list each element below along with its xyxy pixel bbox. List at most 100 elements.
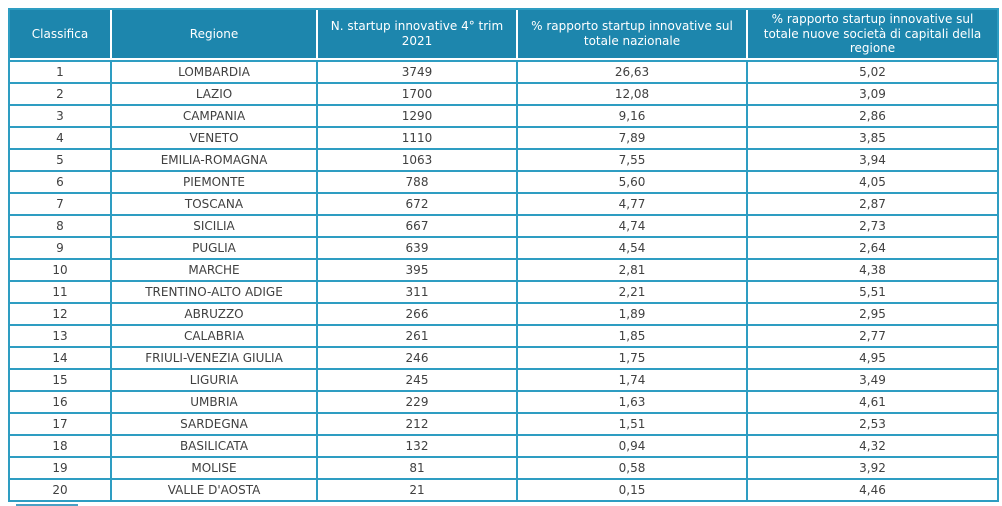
table-row: 8 SICILIA 667 4,74 2,73 bbox=[10, 213, 997, 236]
table-header-row: Classifica Regione N. startup innovative 4… bbox=[10, 10, 997, 60]
column-header-pct-regione: % rapporto startup innovative sul totale… bbox=[748, 10, 997, 60]
region-cell: BASILICATA bbox=[112, 433, 318, 456]
rank-cell: 4 bbox=[10, 125, 112, 148]
rank-cell: 14 bbox=[10, 345, 112, 368]
region-cell: TRENTINO-ALTO ADIGE bbox=[112, 279, 318, 302]
rank-cell: 3 bbox=[10, 103, 112, 126]
startup-count-cell: 311 bbox=[318, 279, 518, 302]
table-row: 2 LAZIO 1700 12,08 3,09 bbox=[10, 81, 997, 104]
pct-national-cell: 2,81 bbox=[518, 257, 748, 280]
region-cell: EMILIA-ROMAGNA bbox=[112, 147, 318, 170]
startup-count-cell: 81 bbox=[318, 455, 518, 478]
pct-region-cell: 2,86 bbox=[748, 103, 997, 126]
pct-national-cell: 1,51 bbox=[518, 411, 748, 434]
table-row: 17 SARDEGNA 212 1,51 2,53 bbox=[10, 411, 997, 434]
rank-cell: 8 bbox=[10, 213, 112, 236]
pct-region-cell: 4,61 bbox=[748, 389, 997, 412]
rank-cell: 16 bbox=[10, 389, 112, 412]
rank-cell: 19 bbox=[10, 455, 112, 478]
table-row: 12 ABRUZZO 266 1,89 2,95 bbox=[10, 301, 997, 324]
startup-count-cell: 132 bbox=[318, 433, 518, 456]
region-cell: VALLE D'AOSTA bbox=[112, 477, 318, 500]
table-row: 11 TRENTINO-ALTO ADIGE 311 2,21 5,51 bbox=[10, 279, 997, 302]
pct-region-cell: 2,95 bbox=[748, 301, 997, 324]
bottom-accent-bar bbox=[16, 503, 78, 506]
pct-region-cell: 5,02 bbox=[748, 59, 997, 82]
pct-national-cell: 2,21 bbox=[518, 279, 748, 302]
rank-cell: 2 bbox=[10, 81, 112, 104]
region-cell: MOLISE bbox=[112, 455, 318, 478]
rank-cell: 7 bbox=[10, 191, 112, 214]
startup-count-cell: 3749 bbox=[318, 59, 518, 82]
rank-cell: 11 bbox=[10, 279, 112, 302]
rank-cell: 20 bbox=[10, 477, 112, 500]
column-header-n-startup: N. startup innovative 4° trim 2021 bbox=[318, 10, 518, 60]
region-cell: SICILIA bbox=[112, 213, 318, 236]
startup-count-cell: 245 bbox=[318, 367, 518, 390]
table-row: 14 FRIULI-VENEZIA GIULIA 246 1,75 4,95 bbox=[10, 345, 997, 368]
table-row: 6 PIEMONTE 788 5,60 4,05 bbox=[10, 169, 997, 192]
rank-cell: 5 bbox=[10, 147, 112, 170]
pct-region-cell: 2,77 bbox=[748, 323, 997, 346]
pct-national-cell: 4,74 bbox=[518, 213, 748, 236]
rank-cell: 10 bbox=[10, 257, 112, 280]
column-header-classifica: Classifica bbox=[10, 10, 112, 60]
pct-national-cell: 7,55 bbox=[518, 147, 748, 170]
pct-region-cell: 2,64 bbox=[748, 235, 997, 258]
startup-count-cell: 246 bbox=[318, 345, 518, 368]
column-header-regione: Regione bbox=[112, 10, 318, 60]
column-header-pct-nazionale: % rapporto startup innovative sul totale… bbox=[518, 10, 748, 60]
region-cell: UMBRIA bbox=[112, 389, 318, 412]
table-row: 10 MARCHE 395 2,81 4,38 bbox=[10, 257, 997, 280]
pct-region-cell: 3,85 bbox=[748, 125, 997, 148]
pct-region-cell: 4,38 bbox=[748, 257, 997, 280]
startup-count-cell: 261 bbox=[318, 323, 518, 346]
startup-count-cell: 21 bbox=[318, 477, 518, 500]
rank-cell: 1 bbox=[10, 59, 112, 82]
pct-national-cell: 26,63 bbox=[518, 59, 748, 82]
startup-count-cell: 266 bbox=[318, 301, 518, 324]
startup-count-cell: 1290 bbox=[318, 103, 518, 126]
region-cell: PUGLIA bbox=[112, 235, 318, 258]
rank-cell: 12 bbox=[10, 301, 112, 324]
table-row: 15 LIGURIA 245 1,74 3,49 bbox=[10, 367, 997, 390]
rank-cell: 9 bbox=[10, 235, 112, 258]
table-row: 4 VENETO 1110 7,89 3,85 bbox=[10, 125, 997, 148]
region-cell: CAMPANIA bbox=[112, 103, 318, 126]
startup-count-cell: 1063 bbox=[318, 147, 518, 170]
rank-cell: 13 bbox=[10, 323, 112, 346]
pct-region-cell: 5,51 bbox=[748, 279, 997, 302]
pct-region-cell: 2,87 bbox=[748, 191, 997, 214]
region-cell: ABRUZZO bbox=[112, 301, 318, 324]
startup-count-cell: 667 bbox=[318, 213, 518, 236]
region-cell: MARCHE bbox=[112, 257, 318, 280]
region-cell: LIGURIA bbox=[112, 367, 318, 390]
region-cell: PIEMONTE bbox=[112, 169, 318, 192]
table-row: 20 VALLE D'AOSTA 21 0,15 4,46 bbox=[10, 477, 997, 500]
pct-region-cell: 3,92 bbox=[748, 455, 997, 478]
table-row: 16 UMBRIA 229 1,63 4,61 bbox=[10, 389, 997, 412]
pct-national-cell: 5,60 bbox=[518, 169, 748, 192]
rank-cell: 15 bbox=[10, 367, 112, 390]
pct-national-cell: 1,74 bbox=[518, 367, 748, 390]
pct-national-cell: 4,77 bbox=[518, 191, 748, 214]
pct-region-cell: 4,95 bbox=[748, 345, 997, 368]
table-row: 19 MOLISE 81 0,58 3,92 bbox=[10, 455, 997, 478]
region-cell: LAZIO bbox=[112, 81, 318, 104]
pct-region-cell: 3,09 bbox=[748, 81, 997, 104]
rank-cell: 6 bbox=[10, 169, 112, 192]
startup-ranking-table: Classifica Regione N. startup innovative 4… bbox=[8, 8, 999, 502]
pct-national-cell: 7,89 bbox=[518, 125, 748, 148]
startup-count-cell: 672 bbox=[318, 191, 518, 214]
pct-region-cell: 4,46 bbox=[748, 477, 997, 500]
table-head: Classifica Regione N. startup innovative 4… bbox=[10, 10, 997, 60]
region-cell: FRIULI-VENEZIA GIULIA bbox=[112, 345, 318, 368]
pct-national-cell: 4,54 bbox=[518, 235, 748, 258]
startup-count-cell: 229 bbox=[318, 389, 518, 412]
pct-national-cell: 1,63 bbox=[518, 389, 748, 412]
pct-national-cell: 0,94 bbox=[518, 433, 748, 456]
pct-national-cell: 12,08 bbox=[518, 81, 748, 104]
pct-national-cell: 0,58 bbox=[518, 455, 748, 478]
startup-count-cell: 212 bbox=[318, 411, 518, 434]
pct-national-cell: 0,15 bbox=[518, 477, 748, 500]
